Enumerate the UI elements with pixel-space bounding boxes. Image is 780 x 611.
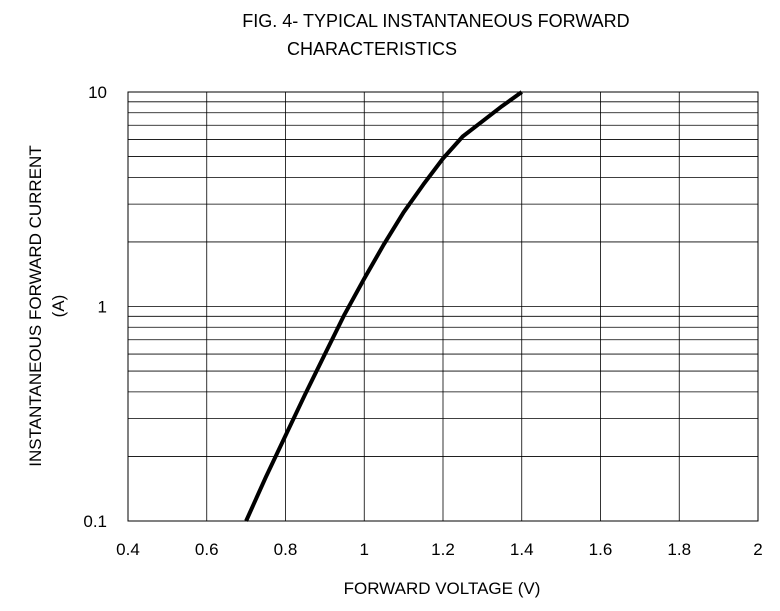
x-tick-label-7: 1.8 — [667, 540, 691, 559]
y-tick-label-0: 0.1 — [83, 512, 107, 531]
x-tick-labels: 0.4 0.6 0.8 1 1.2 1.4 1.6 1.8 2 — [116, 540, 763, 559]
x-tick-label-5: 1.4 — [510, 540, 534, 559]
chart-title-line-2: CHARACTERISTICS — [287, 39, 457, 59]
y-tick-label-2: 10 — [88, 83, 107, 102]
series-line-forward-characteristic — [244, 90, 523, 522]
y-tick-labels: 0.1 1 10 — [83, 83, 107, 531]
plot-frame — [127, 91, 759, 522]
y-axis-title-line-1: INSTANTANEOUS FORWARD CURRENT — [26, 145, 45, 466]
x-tick-label-8: 2 — [753, 540, 762, 559]
x-tick-label-6: 1.6 — [589, 540, 613, 559]
horizontal-gridlines — [128, 91, 758, 522]
x-tick-label-3: 1 — [360, 540, 369, 559]
x-tick-label-2: 0.8 — [274, 540, 298, 559]
chart-title-line-1: FIG. 4- TYPICAL INSTANTANEOUS FORWARD — [242, 11, 629, 31]
x-tick-label-1: 0.6 — [195, 540, 219, 559]
y-tick-label-1: 1 — [98, 298, 107, 317]
y-axis-title-line-2: (A) — [49, 295, 68, 318]
y-axis-title: INSTANTANEOUS FORWARD CURRENT (A) — [26, 145, 68, 466]
x-tick-label-0: 0.4 — [116, 540, 140, 559]
x-axis-title: FORWARD VOLTAGE (V) — [344, 579, 541, 598]
x-tick-label-4: 1.2 — [431, 540, 455, 559]
